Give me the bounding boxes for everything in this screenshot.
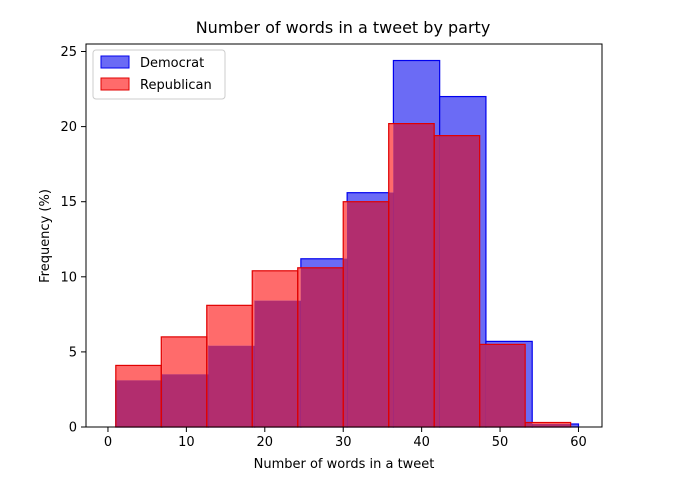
x-tick-label: 10 (178, 435, 195, 450)
legend-swatch-democrat (100, 55, 130, 69)
overlap-bar (479, 344, 486, 427)
x-tick-label: 0 (104, 435, 112, 450)
republican-only-region (115, 365, 162, 381)
republican-only-region (388, 123, 394, 193)
y-tick-label: 10 (60, 270, 77, 285)
y-tick-label: 15 (60, 195, 77, 210)
republican-only-region (208, 305, 253, 346)
overlap-bar (343, 258, 348, 427)
overlap-bar (252, 345, 255, 427)
x-axis-label: Number of words in a tweet (254, 457, 435, 472)
overlap-bar (300, 267, 344, 427)
x-tick-label: 50 (492, 435, 509, 450)
overlap-bar (434, 135, 440, 427)
overlap-bar (439, 135, 480, 427)
y-axis: 0 5 10 15 20 25 (60, 45, 86, 436)
chart-title: Number of words in a tweet by party (196, 18, 491, 37)
republican-only-region (162, 336, 207, 375)
plot-frame (85, 43, 603, 428)
legend-label-democrat: Democrat (140, 56, 204, 71)
x-tick-label: 40 (413, 435, 430, 450)
overlap-bar (393, 123, 435, 428)
y-tick-label: 5 (69, 345, 77, 360)
x-tick-label: 60 (570, 435, 587, 450)
republican-only-region (532, 422, 571, 424)
republican-only-region (252, 270, 255, 346)
legend-swatch-republican (100, 77, 130, 91)
republican-only-region (343, 201, 348, 259)
overlap-bar (485, 344, 526, 427)
legend-label-republican: Republican (140, 78, 212, 93)
overlap-bar (206, 374, 209, 427)
overlap-bar (532, 423, 571, 427)
overlap-bar (208, 345, 253, 427)
overlap-bar (254, 300, 298, 427)
y-tick-label: 25 (60, 45, 77, 60)
y-tick-label: 20 (60, 120, 77, 135)
overlap-bar (162, 374, 207, 427)
overlap-bar (115, 380, 162, 427)
y-tick-label: 0 (69, 421, 77, 436)
x-tick-label: 30 (335, 435, 352, 450)
x-tick-label: 20 (257, 435, 274, 450)
overlap-bar (388, 192, 394, 427)
overlap-bars (115, 123, 571, 428)
y-axis-label: Frequency (%) (38, 189, 53, 283)
republican-only-region (254, 270, 298, 301)
x-axis: 0 10 20 30 40 50 60 (104, 427, 587, 450)
overlap-bar (347, 201, 389, 427)
legend: Democrat Republican (92, 49, 226, 100)
overlap-bar (297, 300, 301, 427)
republican-only-region (297, 267, 301, 301)
overlap-bar (525, 422, 533, 427)
republican-only-region (206, 305, 209, 375)
